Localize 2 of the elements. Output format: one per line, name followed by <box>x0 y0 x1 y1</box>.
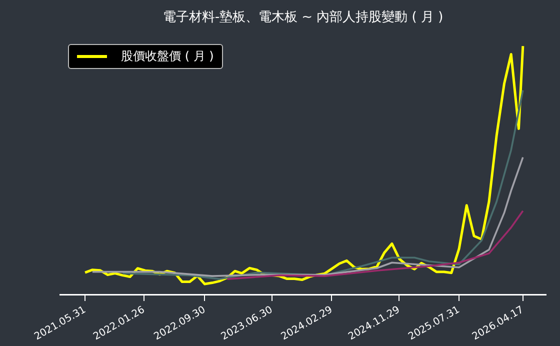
legend-label: 股價收盤價 ( 月 ) <box>121 48 214 65</box>
chart-title: 電子材料-墊板、電木板 ~ 內部人持股變動 ( 月 ) <box>162 10 444 26</box>
